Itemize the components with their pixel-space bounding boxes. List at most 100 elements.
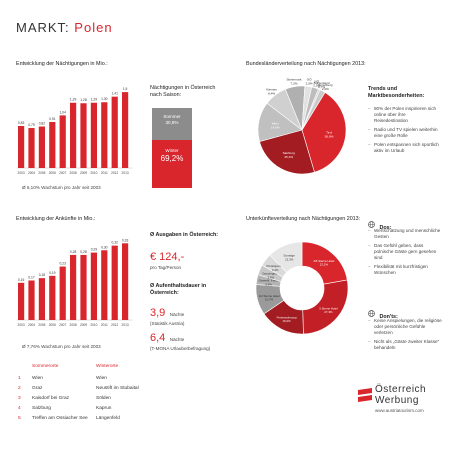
orte-rank: 3	[18, 396, 21, 401]
bar-value-label: 0,33	[122, 238, 129, 242]
slice-value-label: 3,6%	[267, 275, 274, 279]
ausgaben-heading: Ø Ausgaben in Österreich:	[150, 232, 219, 238]
bar-value-label: 0,28	[70, 250, 77, 254]
slice-label: 3 Sterne Hotel	[319, 306, 338, 310]
orte-winter: Längenfeld	[96, 416, 120, 421]
trend-item: Polen entspannen sich sportlich aktiv im…	[368, 142, 440, 154]
slice-label: 1/2 Sterne Hotel	[259, 294, 280, 298]
orte-winter: Sölden	[96, 396, 111, 401]
slice-value-label: 10,7%	[265, 298, 274, 302]
naechtigungen-chart: 0,83 2003 0,79 2004 0,82 2005 0,91 2006 1,04 2007…	[17, 87, 133, 175]
ankuenfte-heading: Entwicklung der Ankünfte in Mio.:	[16, 216, 96, 222]
bar-value-label: 0,29	[91, 248, 98, 252]
orte-winter-header: Winterorte	[96, 364, 119, 369]
title-prefix: MARKT:	[16, 20, 70, 35]
slice-value-label: 4,4%	[272, 268, 279, 272]
trends-list: 90% der Polen inspirieren sich online üb…	[368, 106, 440, 157]
bar	[59, 115, 66, 168]
aufenthalt-heading: Ø Aufenthaltsdauer in Österreich:	[150, 283, 207, 297]
saison-sommer-block: Sommer 30,8%	[152, 108, 192, 140]
table-row: 2 Graz Neustift im Stubaital	[18, 386, 178, 393]
dos-item: Flexibilität mit kurzfristigen Wünschen	[368, 264, 442, 276]
orte-winter: Neustift im Stubaital	[96, 386, 139, 391]
orte-header: Sommerorte Winterorte	[18, 364, 178, 371]
slice-label: Kärnten	[266, 87, 277, 91]
orte-winter: Kaprun	[96, 406, 112, 411]
x-tick-label: 2003	[18, 323, 25, 327]
donts-item: Nicht als „Gäste zweiter Klasse" behande…	[368, 339, 442, 351]
bar-value-label: 1,41	[111, 92, 118, 96]
orte-winter: Wien	[96, 376, 107, 381]
table-row: 5 Treffen am Ossiacher See Längenfeld	[18, 416, 178, 423]
bar-value-label: 1,04	[59, 110, 66, 114]
x-tick-label: 2009	[80, 323, 87, 327]
bar-value-label: 0,30	[101, 245, 108, 249]
bar-value-label: 0,23	[59, 262, 66, 266]
aufenthalt-row-1: 3,9 Nächte (Statistik Austria)	[150, 303, 226, 327]
orte-sommer: Kaisdorf bei Graz	[32, 396, 70, 401]
x-tick-label: 2008	[70, 171, 77, 175]
x-tick-label: 2011	[101, 171, 108, 175]
dos-item: Das Gefühl geben, dass polnische Gäste g…	[368, 243, 442, 261]
x-tick-label: 2004	[28, 323, 35, 327]
x-tick-label: 2013	[122, 171, 129, 175]
ausgaben-value: € 124,-	[150, 251, 185, 263]
bar-value-label: 0,16	[18, 278, 25, 282]
bar	[49, 275, 56, 320]
trends-heading: Trends und Marktbesonderheiten:	[368, 86, 425, 100]
slice-value-label: 7,2%	[290, 82, 297, 86]
aufenthalt-source-1: (Statistik Austria)	[150, 321, 185, 326]
saison-sommer-value: 30,8%	[165, 119, 179, 125]
slice-label: Gewerbl. FeWo	[259, 279, 279, 283]
slice-value-label: 25,3%	[284, 155, 293, 159]
table-row: 4 Salzburg Kaprun	[18, 406, 178, 413]
bar	[70, 254, 77, 320]
slice-label: 4/5 Sterne Hotel	[313, 259, 334, 263]
bar	[111, 96, 118, 168]
slice-label: Wien	[272, 122, 279, 126]
aufenthalt-source-2: (T-MONA Urlauberbefragung)	[150, 346, 211, 351]
logo-line-2: Werbung	[375, 395, 419, 406]
saison-heading: Nächtigungen in Österreich nach Saison:	[150, 85, 216, 99]
slice-value-label: 12,3%	[285, 257, 294, 261]
x-tick-label: 2005	[38, 323, 45, 327]
bar-value-label: 1,5	[123, 87, 128, 91]
x-tick-label: 2007	[59, 323, 66, 327]
x-tick-label: 2006	[49, 323, 56, 327]
slice-value-label: 2,5%	[313, 83, 320, 87]
ankuenfte-growth: Ø 7,76% Wachstum pro Jahr seit 2003	[22, 344, 101, 349]
bar-value-label: 0,32	[111, 241, 118, 245]
saison-winter-block: Winter 69,2%	[152, 140, 192, 188]
slice-value-label: 0,7%	[318, 85, 325, 89]
bar	[80, 254, 87, 320]
orte-rank: 5	[18, 416, 21, 421]
bar	[122, 243, 129, 320]
ankuenfte-chart: 0,16 2003 0,17 2004 0,18 2005 0,19 2006 0,23 2007…	[17, 238, 133, 327]
slice-label: Ferienwohnung	[277, 315, 297, 319]
x-tick-label: 2010	[90, 171, 97, 175]
table-row: 1 Wien Wien	[18, 376, 178, 383]
slice	[259, 129, 315, 175]
bar	[49, 121, 56, 168]
bar	[28, 128, 35, 168]
flag-icon	[358, 388, 372, 402]
saison-sommer-label: Sommer	[163, 114, 181, 119]
bar-value-label: 0,79	[28, 123, 35, 127]
globe-icon	[368, 310, 375, 318]
x-tick-label: 2012	[111, 323, 118, 327]
bar-value-label: 0,83	[18, 121, 25, 125]
slice-value-label: 8,4%	[268, 91, 275, 95]
slice-label: Burgenland	[314, 81, 330, 85]
x-tick-label: 2009	[80, 171, 87, 175]
bar	[90, 102, 97, 168]
slice-value-label: 22,2%	[320, 263, 329, 267]
bar	[18, 282, 25, 320]
ausgaben-unit: pro Tag/Person	[150, 265, 182, 270]
bar-value-label: 1,30	[101, 97, 108, 101]
unterkunft-heading: Unterkünfteverteilung nach Nächtigungen …	[246, 216, 361, 222]
x-tick-label: 2006	[49, 171, 56, 175]
slice-value-label: 14,6%	[271, 126, 280, 130]
slice-value-label: 36,6%	[325, 135, 334, 139]
x-tick-label: 2004	[28, 171, 35, 175]
